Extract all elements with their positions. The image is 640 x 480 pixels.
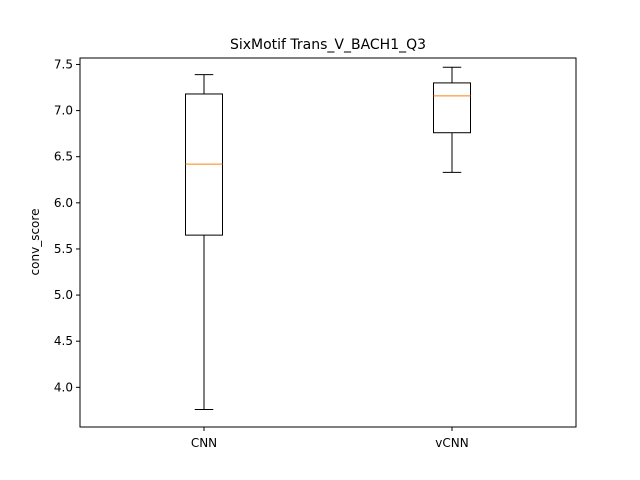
x-axis: CNN vCNN [191,427,469,450]
box-vcnn [433,66,471,173]
y-tick-label: 4.0 [54,380,73,394]
y-tick-label: 7.0 [54,104,73,118]
chart-title: SixMotif Trans_V_BACH1_Q3 [230,37,426,53]
plot-area [79,57,577,428]
y-tick-label: 6.5 [54,150,73,164]
y-axis: 4.0 4.5 5.0 5.5 6.0 6.5 7.0 7.5 [54,57,80,394]
box-iqr [433,82,471,134]
x-tick-label: CNN [191,436,217,450]
y-tick-label: 7.5 [54,57,73,71]
box-cnn [185,74,223,410]
x-tick-label: vCNN [435,436,468,450]
y-axis-label: conv_score [28,209,42,276]
y-tick-label: 6.0 [54,196,73,210]
y-tick-label: 4.5 [54,334,73,348]
y-tick-label: 5.5 [54,242,73,256]
y-tick-label: 5.0 [54,288,73,302]
boxes [185,66,471,410]
